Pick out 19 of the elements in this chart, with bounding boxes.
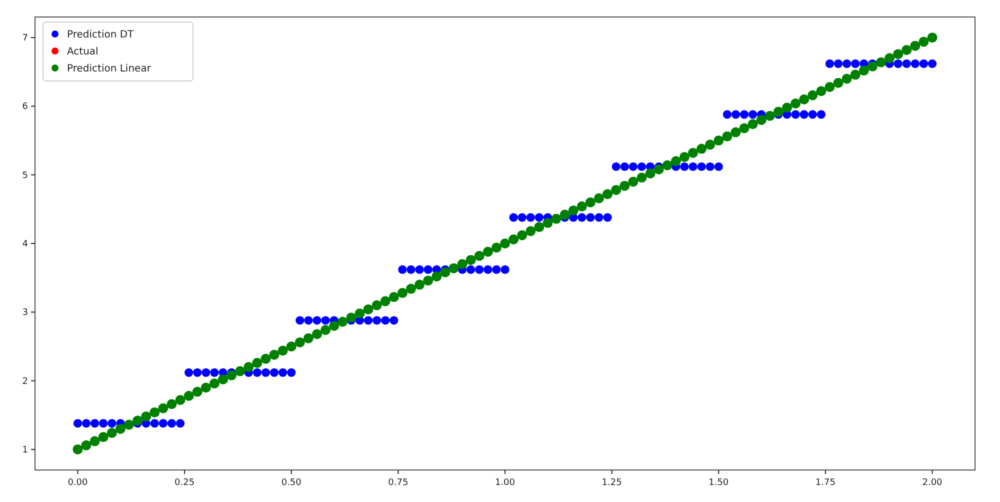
y-tick-label: 4	[22, 240, 28, 250]
legend-label: Actual	[67, 46, 98, 58]
y-tick-label: 1	[22, 445, 28, 456]
x-tick-label: 1.25	[602, 478, 622, 488]
x-tick-label: 2.00	[922, 478, 943, 488]
y-tick-label: 3	[22, 308, 28, 318]
x-tick-label: 0.50	[281, 478, 302, 488]
x-tick-label: 1.50	[708, 478, 729, 488]
y-tick-label: 5	[22, 170, 28, 181]
y-tick-label: 7	[22, 34, 28, 44]
legend-label: Prediction Linear	[67, 64, 152, 74]
x-tick-label: 1.00	[494, 478, 516, 488]
x-tick-label: 0.00	[68, 478, 88, 488]
legend-label: Prediction DT	[67, 30, 135, 40]
x-tick-label: 0.75	[388, 478, 408, 488]
x-tick-label: 1.75	[815, 478, 836, 488]
y-tick-label: 2	[22, 376, 28, 387]
y-tick-label: 6	[22, 102, 28, 112]
x-tick-label: 0.25	[174, 478, 195, 488]
